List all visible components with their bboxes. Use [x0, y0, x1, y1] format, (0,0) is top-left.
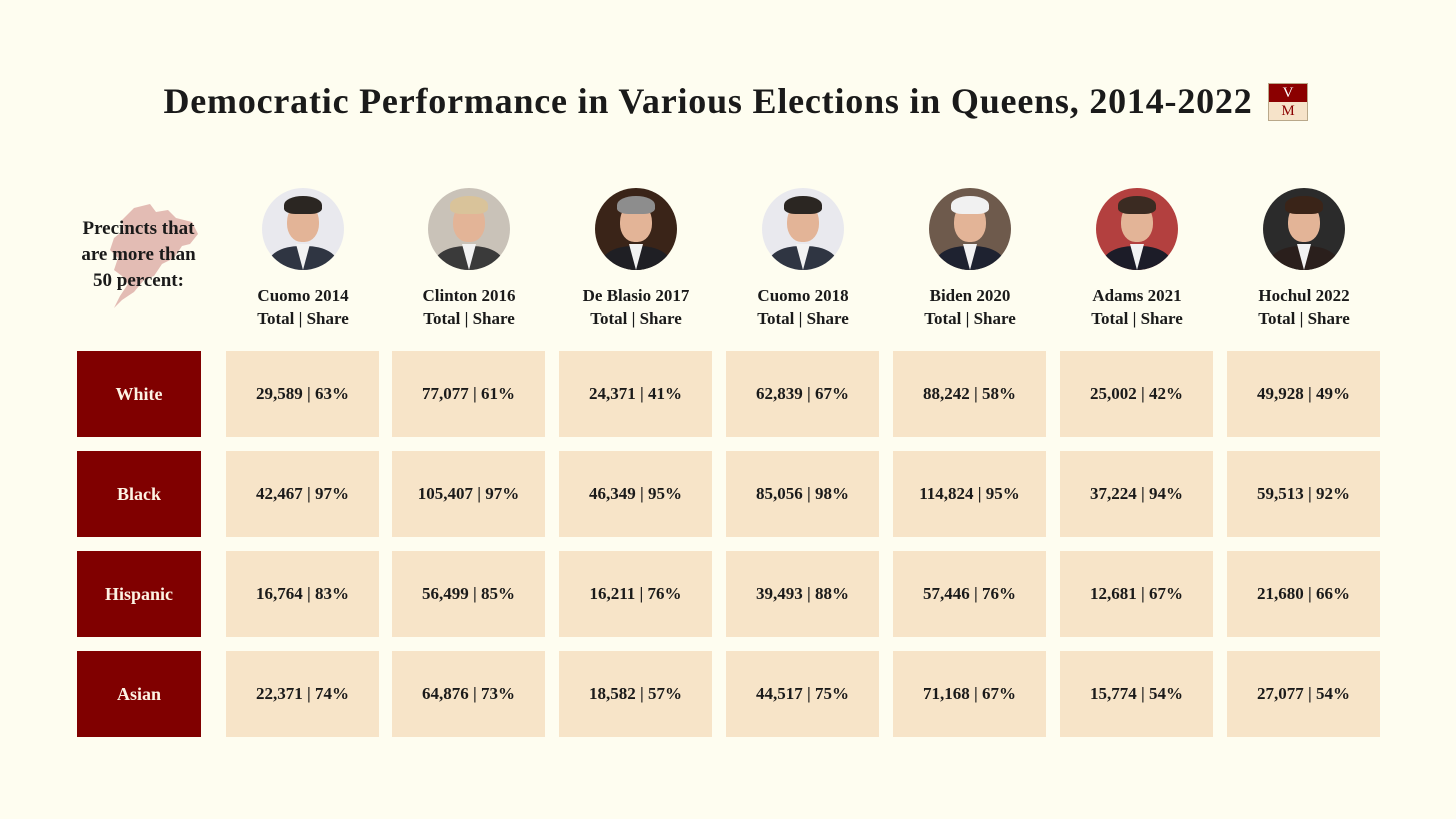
table-cell: 62,839 | 67%	[726, 351, 879, 437]
table-cell: 71,168 | 67%	[893, 651, 1046, 737]
table-cell: 29,589 | 63%	[226, 351, 379, 437]
table-cell: 59,513 | 92%	[1227, 451, 1380, 537]
queens-map-icon	[110, 204, 198, 308]
column-header: Hochul 2022 Total | Share	[1227, 188, 1381, 330]
table-cell: 22,371 | 74%	[226, 651, 379, 737]
logo-bottom-letter: M	[1269, 102, 1307, 120]
table-cell: 77,077 | 61%	[392, 351, 545, 437]
column-header: Clinton 2016 Total | Share	[392, 188, 546, 330]
candidate-name: Biden 2020	[929, 286, 1011, 305]
row-header-label: Precincts that are more than 50 percent:	[81, 218, 196, 291]
column-subheader: Total | Share	[1091, 309, 1183, 328]
column-subheader: Total | Share	[590, 309, 682, 328]
column-subheader: Total | Share	[257, 309, 349, 328]
table-cell: 24,371 | 41%	[559, 351, 712, 437]
row-label-white: White	[77, 351, 201, 437]
table-cell: 44,517 | 75%	[726, 651, 879, 737]
biden-photo	[929, 188, 1011, 270]
column-subheader: Total | Share	[423, 309, 515, 328]
table-cell: 56,499 | 85%	[392, 551, 545, 637]
row-label-black: Black	[77, 451, 201, 537]
chart-title: Democratic Performance in Various Electi…	[163, 81, 1253, 121]
column-header: De Blasio 2017 Total | Share	[559, 188, 713, 330]
column-subheader: Total | Share	[924, 309, 1016, 328]
de-blasio-photo	[595, 188, 677, 270]
table-cell: 46,349 | 95%	[559, 451, 712, 537]
table-cell: 39,493 | 88%	[726, 551, 879, 637]
table-cell: 18,582 | 57%	[559, 651, 712, 737]
table-cell: 37,224 | 94%	[1060, 451, 1213, 537]
cuomo-photo	[762, 188, 844, 270]
logo-top-letter: V	[1269, 84, 1307, 102]
candidate-name: Hochul 2022	[1258, 286, 1350, 305]
row-label-asian: Asian	[77, 651, 201, 737]
adams-photo	[1096, 188, 1178, 270]
table-cell: 12,681 | 67%	[1060, 551, 1213, 637]
column-subheader: Total | Share	[757, 309, 849, 328]
candidate-name: De Blasio 2017	[582, 286, 690, 305]
column-header: Cuomo 2014 Total | Share	[226, 188, 380, 330]
candidate-name: Cuomo 2014	[257, 286, 349, 305]
table-cell: 16,764 | 83%	[226, 551, 379, 637]
table-cell: 88,242 | 58%	[893, 351, 1046, 437]
column-subheader: Total | Share	[1258, 309, 1350, 328]
hochul-photo	[1263, 188, 1345, 270]
candidate-name: Adams 2021	[1092, 286, 1182, 305]
table-cell: 25,002 | 42%	[1060, 351, 1213, 437]
column-header: Biden 2020 Total | Share	[893, 188, 1047, 330]
table-cell: 16,211 | 76%	[559, 551, 712, 637]
vm-logo: V M	[1268, 83, 1308, 121]
column-header: Adams 2021 Total | Share	[1060, 188, 1214, 330]
clinton-photo	[428, 188, 510, 270]
candidate-name: Cuomo 2018	[757, 286, 849, 305]
table-cell: 57,446 | 76%	[893, 551, 1046, 637]
table-cell: 105,407 | 97%	[392, 451, 545, 537]
candidate-name: Clinton 2016	[422, 286, 516, 305]
table-cell: 85,056 | 98%	[726, 451, 879, 537]
cuomo-photo	[262, 188, 344, 270]
table-cell: 15,774 | 54%	[1060, 651, 1213, 737]
table-cell: 114,824 | 95%	[893, 451, 1046, 537]
table-cell: 64,876 | 73%	[392, 651, 545, 737]
row-label-hispanic: Hispanic	[77, 551, 201, 637]
column-header: Cuomo 2018 Total | Share	[726, 188, 880, 330]
table-cell: 49,928 | 49%	[1227, 351, 1380, 437]
table-cell: 21,680 | 66%	[1227, 551, 1380, 637]
table-cell: 27,077 | 54%	[1227, 651, 1380, 737]
table-cell: 42,467 | 97%	[226, 451, 379, 537]
